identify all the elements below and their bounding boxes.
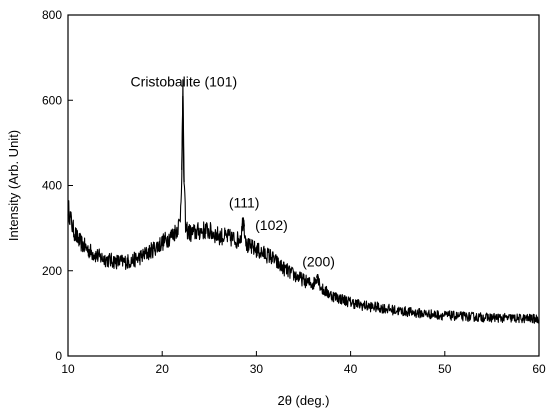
x-tick-label: 50 bbox=[438, 362, 452, 376]
y-axis-ticks: 0 200 400 600 800 bbox=[42, 8, 73, 363]
y-tick-label: 800 bbox=[42, 8, 62, 22]
y-tick-label: 0 bbox=[55, 349, 62, 363]
series-layer bbox=[67, 79, 540, 324]
peak-annotation: (102) bbox=[255, 217, 288, 233]
peak-annotation: (200) bbox=[302, 253, 335, 269]
x-tick-label: 60 bbox=[532, 362, 546, 376]
y-tick-label: 200 bbox=[42, 264, 62, 278]
peak-annotation: (111) bbox=[229, 195, 260, 211]
x-tick-label: 40 bbox=[344, 362, 358, 376]
x-axis-ticks: 10 20 30 40 50 60 bbox=[61, 351, 546, 376]
x-axis-label: 2θ (deg.) bbox=[277, 393, 329, 408]
annotation-layer: Cristobalite (101) (111) (102) (200) bbox=[131, 74, 335, 270]
x-tick-label: 30 bbox=[250, 362, 264, 376]
x-tick-label: 20 bbox=[156, 362, 170, 376]
y-tick-label: 400 bbox=[42, 179, 62, 193]
peak-mark bbox=[181, 95, 185, 183]
x-tick-label: 10 bbox=[61, 362, 75, 376]
peak-mark bbox=[241, 217, 245, 228]
peak-mark bbox=[315, 273, 320, 280]
y-tick-label: 600 bbox=[42, 93, 62, 107]
peak-annotation: Cristobalite (101) bbox=[131, 74, 238, 90]
y-axis-label: Intensity (Arb. Unit) bbox=[6, 130, 21, 241]
plot-area bbox=[67, 14, 540, 357]
series-line bbox=[67, 79, 540, 324]
plot-frame bbox=[67, 14, 540, 357]
